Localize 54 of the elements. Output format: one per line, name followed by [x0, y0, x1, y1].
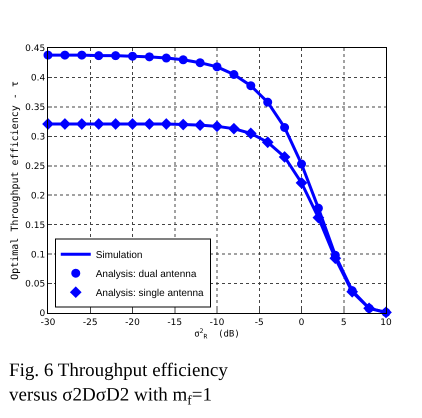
point: [297, 160, 306, 169]
point: [77, 50, 86, 60]
x-tick-label: -25: [82, 318, 98, 328]
caption: Fig. 6 Throughput efficiency versus σ2DσD2 with m$_{f}$=1: [9, 360, 228, 408]
point: [228, 122, 240, 135]
y-tick-label: 0.45: [25, 44, 46, 54]
y-axis-title: Optimal Throughput efficiency - τ: [10, 81, 22, 280]
point: [346, 286, 358, 298]
point: [196, 58, 205, 68]
y-tick-label: 0.2: [30, 191, 46, 202]
y-tick-label: 0: [39, 309, 46, 320]
point: [94, 51, 104, 60]
point: [60, 50, 70, 60]
x-tick-label: 0: [298, 318, 305, 328]
point: [262, 136, 274, 148]
legend-label: Analysis: dual antenna: [96, 269, 197, 280]
point: [278, 151, 290, 163]
point: [296, 177, 308, 189]
y-tick-label: 0.05: [25, 280, 46, 290]
point: [177, 118, 190, 130]
legend-label: Analysis: single antenna: [96, 288, 204, 300]
point: [194, 119, 206, 131]
y-tick-label: 0.25: [25, 162, 46, 172]
point: [144, 118, 156, 130]
point: [212, 62, 222, 72]
point: [244, 128, 257, 140]
point: [314, 204, 323, 213]
x-tick-label: 5: [340, 318, 347, 328]
y-tick-label: 0.15: [25, 220, 46, 231]
point: [178, 55, 188, 64]
point: [229, 70, 238, 79]
y-tick-label: 0.4: [30, 74, 46, 84]
point: [144, 52, 154, 62]
x-tick-label: -20: [125, 318, 140, 328]
y-tick-label: 0.3: [30, 132, 46, 142]
x-tick-label: -15: [167, 318, 182, 328]
point: [280, 123, 290, 132]
point: [246, 81, 256, 90]
y-tick-label: 0.35: [25, 103, 46, 114]
point: [59, 118, 71, 130]
point: [312, 212, 324, 224]
x-tick-label: -5: [254, 318, 264, 328]
x-tick-label: -10: [210, 318, 225, 328]
y-tick-label: 0.1: [30, 250, 46, 260]
point: [128, 52, 137, 61]
point: [126, 118, 138, 130]
point: [211, 120, 223, 132]
x-tick-label: 10: [380, 318, 392, 328]
x-tick-label: -30: [40, 318, 56, 328]
point: [110, 118, 122, 130]
legend-label: Simulation: [96, 250, 142, 262]
point: [263, 98, 272, 107]
point: [162, 54, 171, 63]
point: [111, 51, 120, 60]
